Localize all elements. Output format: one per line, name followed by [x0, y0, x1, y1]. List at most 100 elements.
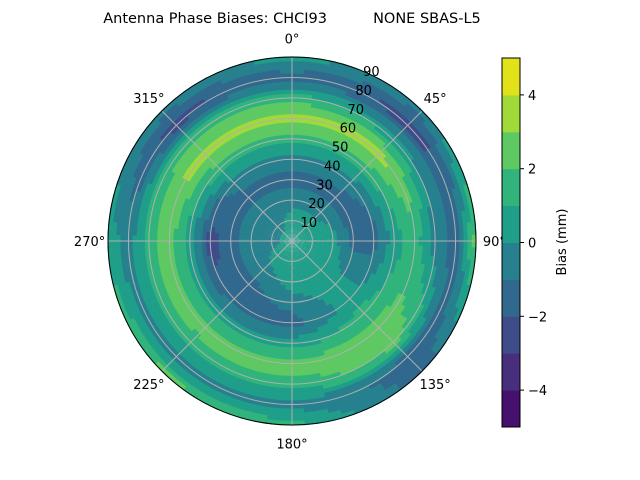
- contour-cell: [295, 242, 300, 246]
- contour-cell: [326, 140, 337, 148]
- contour-cell: [326, 360, 337, 368]
- contour-cell: [355, 180, 364, 189]
- contour-cell: [420, 137, 432, 151]
- contour-cell: [281, 162, 288, 169]
- contour-cell: [140, 192, 149, 205]
- contour-cell: [454, 270, 462, 284]
- contour-cell: [301, 105, 312, 112]
- colorbar-tick-label: 0: [528, 237, 536, 252]
- contour-cell: [294, 260, 298, 266]
- contour-cell: [274, 155, 282, 162]
- contour-cell: [420, 332, 432, 346]
- contour-cell: [181, 101, 195, 113]
- contour-cell: [396, 358, 409, 371]
- contour-cell: [280, 387, 292, 393]
- contour-cell: [293, 265, 297, 271]
- contour-cell: [429, 339, 442, 353]
- contour-cell: [280, 213, 284, 219]
- contour-cell: [399, 108, 413, 122]
- contour-cell: [291, 314, 298, 320]
- contour-cell: [380, 178, 389, 189]
- contour-cell: [189, 306, 199, 317]
- contour-cell: [321, 134, 331, 142]
- contour-cell: [218, 117, 230, 127]
- contour-cell: [326, 316, 335, 324]
- contour-cell: [312, 236, 318, 239]
- contour-cell: [245, 279, 253, 286]
- contour-cell: [394, 375, 409, 388]
- contour-cell: [226, 382, 239, 392]
- contour-cell: [250, 378, 263, 386]
- contour-cell: [282, 280, 287, 287]
- contour-cell: [292, 232, 295, 238]
- contour-cell: [347, 171, 356, 180]
- contour-cell: [335, 248, 341, 254]
- contour-cell: [356, 325, 366, 335]
- contour-cell: [359, 199, 367, 208]
- contour-cell: [285, 154, 293, 160]
- contour-cell: [202, 183, 211, 192]
- contour-cell: [249, 122, 260, 130]
- contour-cell: [276, 308, 283, 315]
- contour-cell: [276, 270, 281, 277]
- contour-cell: [274, 255, 279, 261]
- contour-cell: [296, 230, 300, 235]
- contour-cell: [204, 306, 213, 316]
- contour-cell: [130, 200, 138, 214]
- contour-cell: [298, 346, 308, 352]
- contour-cell: [298, 142, 307, 148]
- contour-cell: [195, 187, 204, 197]
- contour-cell: [325, 80, 339, 88]
- contour-cell: [442, 165, 453, 180]
- contour-cell: [307, 224, 312, 229]
- contour-cell: [120, 159, 131, 174]
- contour-cell: [213, 283, 221, 292]
- contour-cell: [235, 341, 246, 350]
- contour-cell: [182, 385, 197, 398]
- contour-cell: [275, 241, 280, 243]
- contour-cell: [291, 387, 303, 393]
- contour-cell: [314, 228, 320, 232]
- contour-cell: [173, 286, 182, 297]
- contour-cell: [146, 116, 159, 131]
- contour-cell: [295, 212, 299, 218]
- contour-cell: [189, 164, 199, 175]
- contour-cell: [340, 67, 355, 77]
- contour-cell: [371, 317, 381, 328]
- contour-cell: [295, 241, 301, 244]
- contour-cell: [191, 114, 204, 126]
- contour-cell: [396, 304, 406, 316]
- contour-cell: [304, 238, 309, 240]
- contour-cell: [419, 346, 432, 360]
- contour-cell: [283, 347, 292, 353]
- contour-cell: [200, 308, 210, 319]
- contour-cell: [291, 391, 303, 397]
- contour-cell: [299, 244, 304, 248]
- contour-cell: [373, 124, 385, 135]
- contour-cell: [378, 118, 391, 129]
- contour-cell: [302, 320, 310, 327]
- contour-cell: [119, 222, 126, 236]
- contour-cell: [384, 223, 391, 232]
- contour-cell: [372, 298, 381, 308]
- contour-cell: [351, 102, 365, 112]
- contour-cell: [388, 104, 401, 117]
- contour-cell: [280, 80, 293, 87]
- contour-cell: [293, 269, 297, 275]
- contour-cell: [192, 176, 201, 186]
- contour-cell: [325, 330, 334, 338]
- contour-cell: [259, 230, 265, 235]
- contour-cell: [357, 114, 369, 124]
- contour-cell: [402, 347, 415, 360]
- contour-cell: [385, 307, 395, 318]
- contour-cell: [372, 274, 380, 283]
- contour-cell: [294, 248, 297, 254]
- contour-cell: [132, 189, 141, 203]
- contour-cell: [436, 181, 445, 194]
- contour-cell: [286, 233, 290, 238]
- contour-cell: [282, 105, 293, 111]
- contour-cell: [302, 188, 308, 194]
- contour-cell: [336, 394, 350, 403]
- contour-cell: [404, 269, 412, 280]
- contour-cell: [285, 212, 289, 218]
